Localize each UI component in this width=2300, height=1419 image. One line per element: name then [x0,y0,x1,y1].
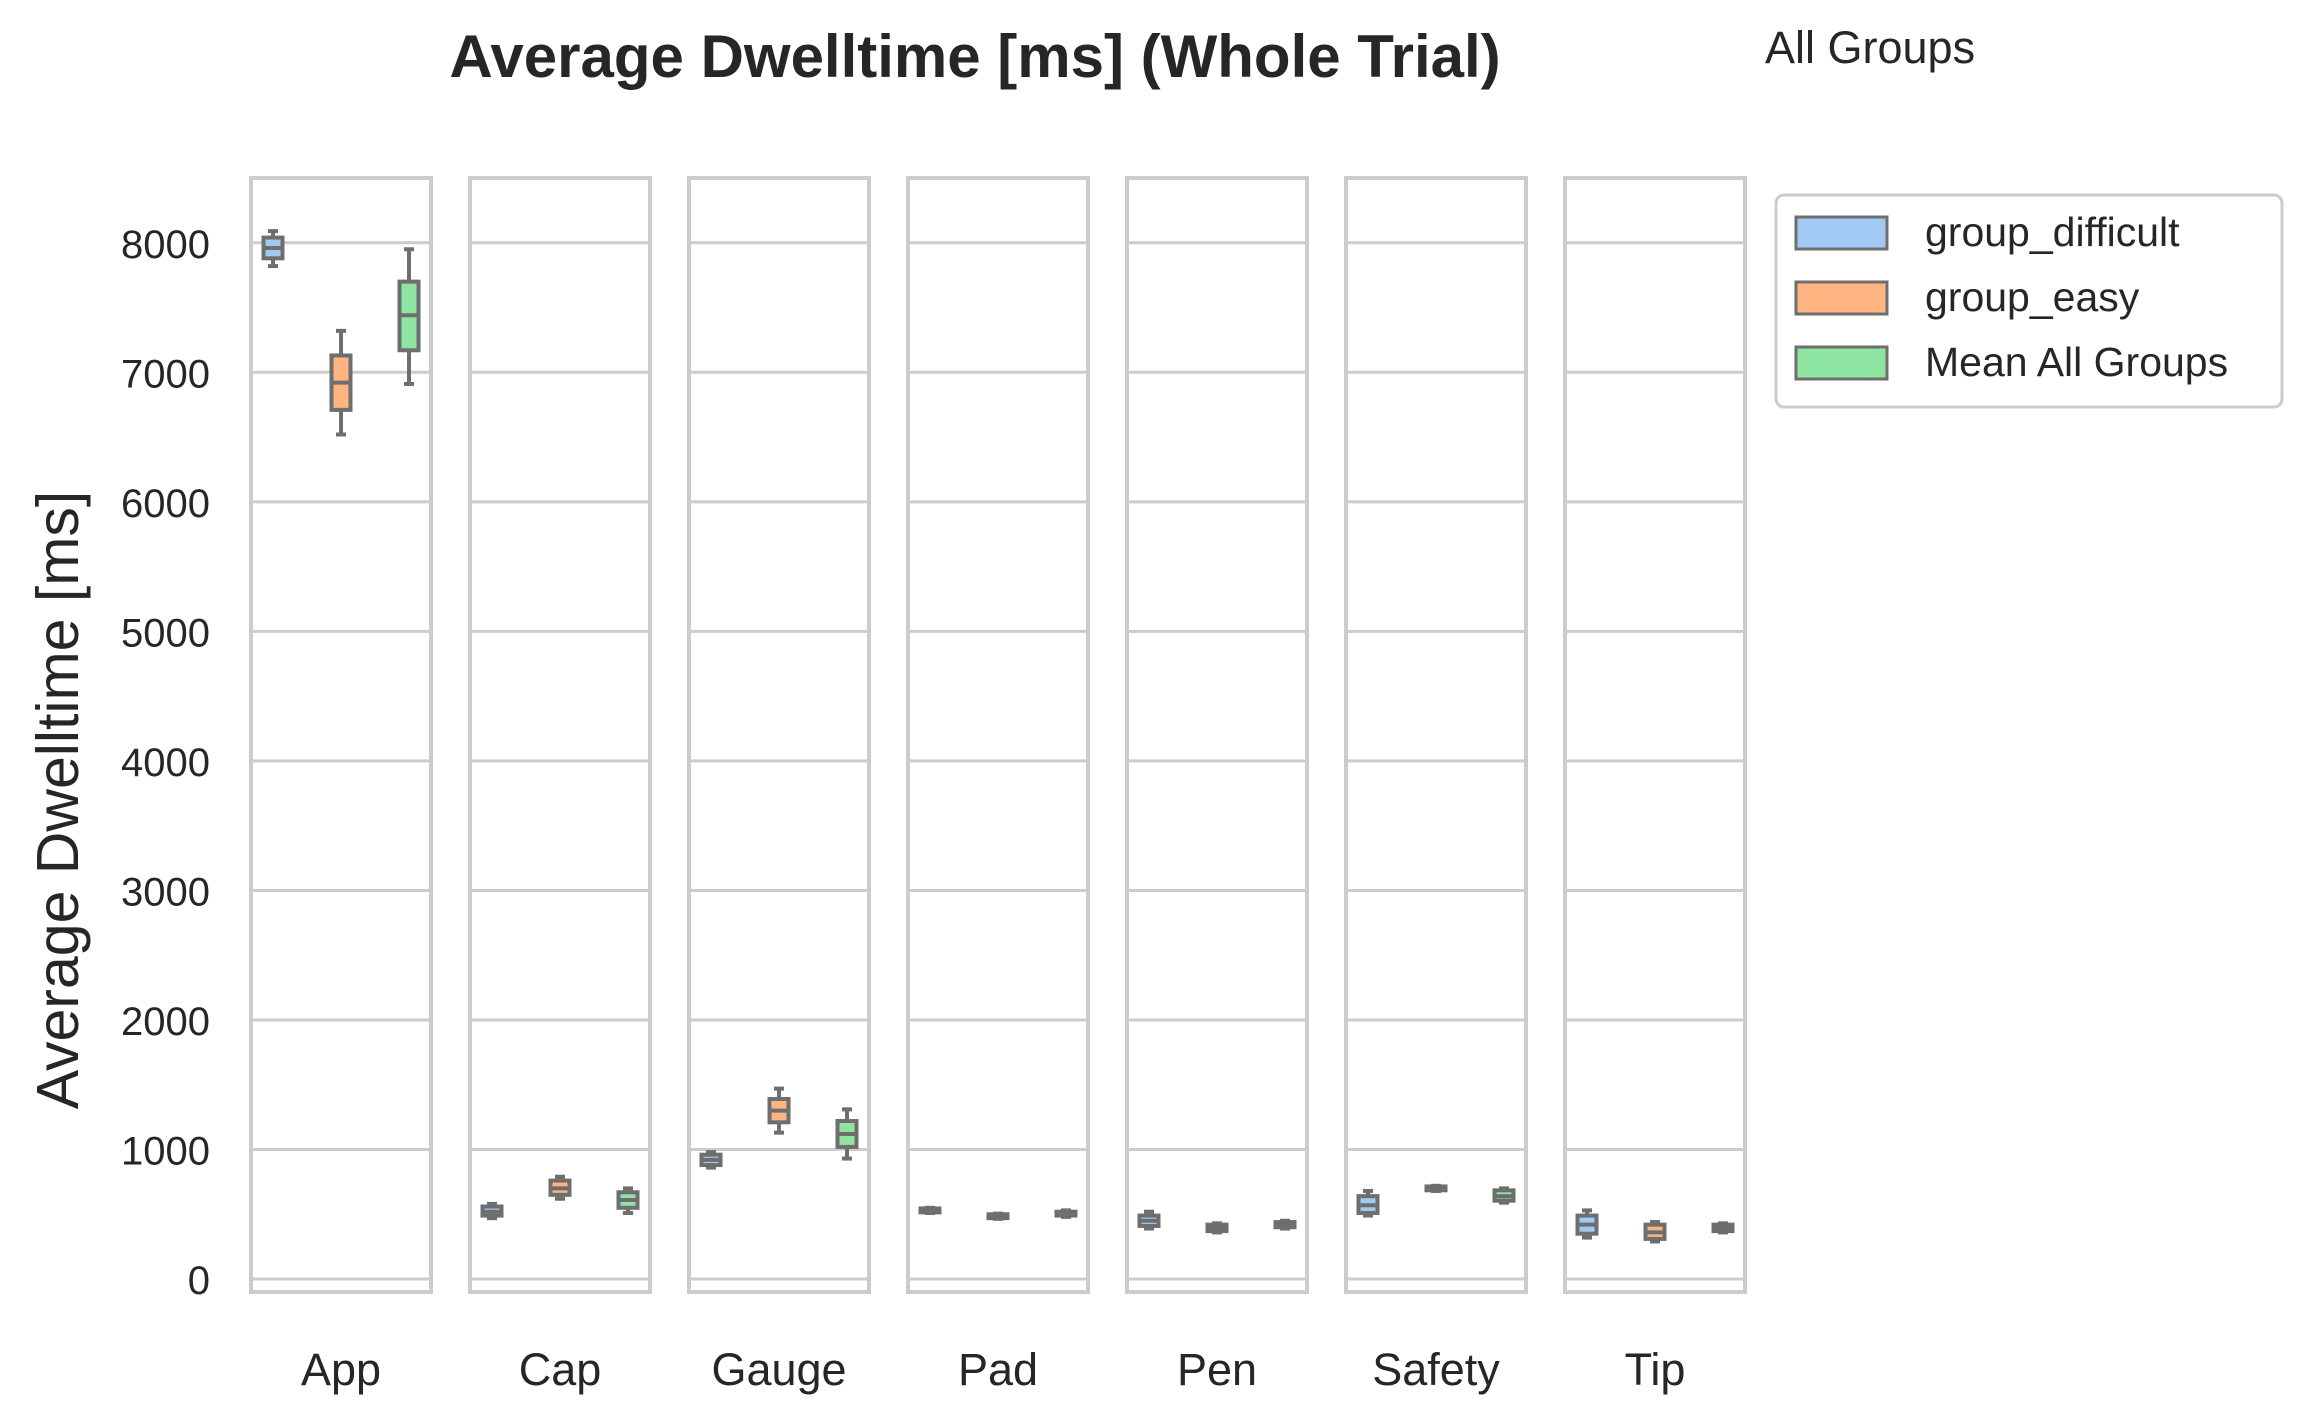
box-pen-group-difficult [1137,1209,1161,1231]
panel-tip: Tip [1563,176,1747,1395]
box-tip-mean-all-groups [1711,1221,1735,1235]
panels-group: App Cap Gauge Pad Pen Safety Tip [249,176,1747,1395]
legend-label: group_easy [1925,274,2140,320]
x-tick-label: App [301,1344,381,1395]
box-tip-group-easy [1643,1220,1667,1244]
y-axis-ticks: 0 1000 2000 3000 4000 5000 6000 7000 8000 [121,223,210,1303]
legend-swatch [1794,215,1889,251]
panel-app: App [249,176,433,1395]
box-cap-group-difficult [480,1201,504,1221]
box-app-group-difficult [261,229,285,269]
panel-pen: Pen [1125,176,1309,1395]
legend: group_difficult group_easy Mean All Groups [1774,193,2284,409]
panel-frame [1344,176,1528,1294]
x-tick-label: Tip [1625,1344,1686,1395]
y-tick-label: 0 [188,1259,210,1303]
panel-frame [687,176,871,1294]
box-safety-group-easy [1424,1183,1448,1193]
x-tick-label: Safety [1372,1344,1500,1395]
box-tip-group-difficult [1575,1208,1599,1240]
x-tick-label: Cap [519,1344,602,1395]
legend-item-mean-all-groups: Mean All Groups [1794,339,2228,385]
box-pen-group-easy [1205,1221,1229,1235]
legend-swatch [1794,280,1889,316]
panel-cap: Cap [468,176,652,1395]
panel-gauge: Gauge [687,176,871,1395]
box-pad-group-difficult [918,1205,942,1215]
box-gauge-group-difficult [699,1150,723,1170]
legend-frame [1774,193,2284,409]
panel-frame [249,176,433,1294]
box-cap-group-easy [548,1174,572,1201]
box-gauge-mean-all-groups [835,1107,859,1161]
panel-pad: Pad [906,176,1090,1395]
box-gauge-group-easy [767,1086,791,1135]
y-tick-label: 8000 [121,223,210,267]
legend-item-group-difficult: group_difficult [1794,209,2180,255]
legend-swatch [1794,345,1889,381]
x-tick-label: Pen [1177,1344,1257,1395]
x-tick-label: Pad [958,1344,1038,1395]
chart-subtitle: All Groups [1765,22,1975,73]
y-tick-label: 4000 [121,741,210,785]
y-tick-label: 5000 [121,611,210,655]
panel-frame [906,176,1090,1294]
box-app-group-easy [329,328,353,437]
legend-label: group_difficult [1925,209,2180,255]
box-cap-mean-all-groups [616,1186,640,1215]
y-axis-label: Average Dwelltime [ms] [25,491,91,1110]
panel-safety: Safety [1344,176,1528,1395]
legend-label: Mean All Groups [1925,339,2228,385]
panel-frame [468,176,652,1294]
y-tick-label: 3000 [121,870,210,914]
box-pad-mean-all-groups [1054,1208,1078,1219]
y-tick-label: 1000 [121,1130,210,1174]
box-pad-group-easy [986,1211,1010,1221]
box-pen-mean-all-groups [1273,1218,1297,1231]
chart-title: Average Dwelltime [ms] (Whole Trial) [449,23,1500,90]
y-tick-label: 7000 [121,352,210,396]
x-tick-label: Gauge [711,1344,846,1395]
y-tick-label: 6000 [121,482,210,526]
legend-item-group-easy: group_easy [1794,274,2140,320]
panel-frame [1125,176,1309,1294]
y-tick-label: 2000 [121,1000,210,1044]
box-safety-mean-all-groups [1492,1186,1516,1205]
panel-frame [1563,176,1747,1294]
box-safety-group-difficult [1356,1188,1380,1218]
box-app-mean-all-groups [397,247,421,386]
